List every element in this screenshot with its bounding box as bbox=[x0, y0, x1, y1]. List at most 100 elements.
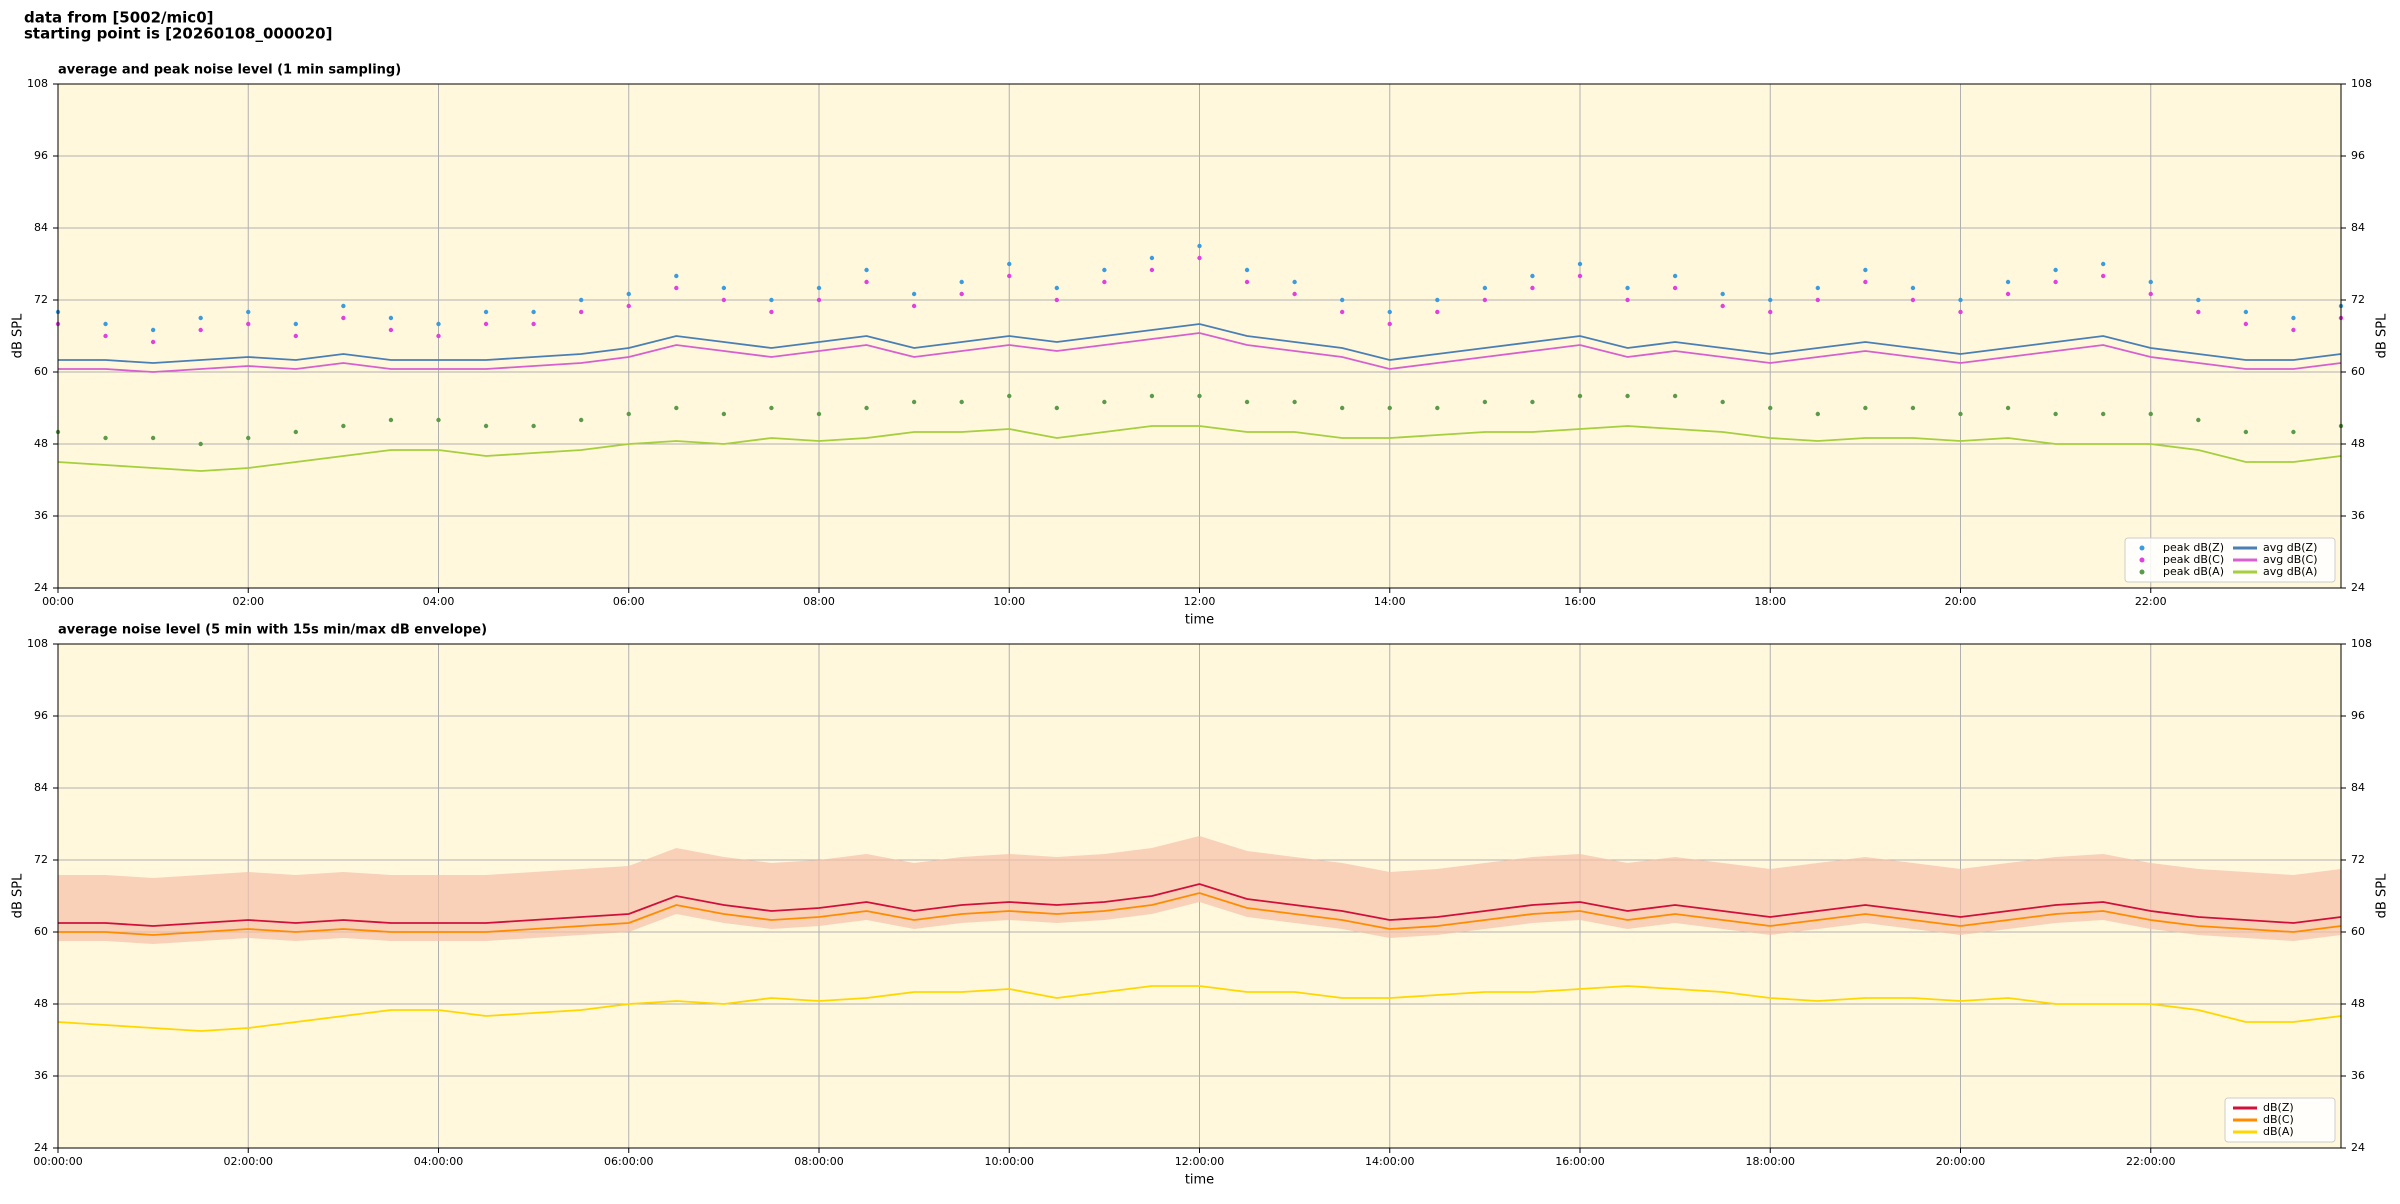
peak-point bbox=[246, 309, 251, 315]
peak-point bbox=[2196, 417, 2201, 423]
peak-point bbox=[1339, 297, 1345, 303]
y-tick-label: 24 bbox=[34, 581, 48, 594]
peak-point bbox=[293, 321, 299, 327]
peak-point bbox=[531, 309, 536, 315]
peak-point bbox=[1720, 291, 1725, 297]
x-tick-label: 18:00 bbox=[1754, 595, 1786, 608]
y-tick-label: 24 bbox=[34, 1141, 48, 1154]
y-tick-label: 96 bbox=[2351, 149, 2365, 162]
peak-point bbox=[769, 309, 774, 315]
x-tick-label: 10:00 bbox=[993, 595, 1025, 608]
y-tick-label: 72 bbox=[2351, 853, 2365, 866]
peak-point bbox=[2243, 309, 2249, 315]
peak-point bbox=[1815, 411, 1821, 417]
peak-point bbox=[1768, 297, 1773, 303]
peak-point bbox=[1625, 285, 1630, 291]
peak-point bbox=[1054, 285, 1060, 291]
peak-point bbox=[1244, 399, 1250, 405]
peak-point bbox=[1102, 279, 1107, 285]
peak-point bbox=[2148, 291, 2153, 297]
y-tick-label: 48 bbox=[34, 437, 48, 450]
peak-point bbox=[293, 333, 299, 339]
peak-point bbox=[388, 417, 394, 423]
y-tick-label: 24 bbox=[2351, 1141, 2365, 1154]
peak-point bbox=[959, 279, 964, 285]
peak-point bbox=[2291, 327, 2296, 333]
legend-label: avg dB(A) bbox=[2263, 565, 2317, 578]
x-tick-label: 10:00:00 bbox=[985, 1155, 1034, 1168]
peak-point bbox=[1530, 273, 1535, 279]
peak-point bbox=[626, 291, 631, 297]
peak-point bbox=[1197, 255, 1202, 261]
y-tick-label: 24 bbox=[2351, 581, 2365, 594]
peak-point bbox=[103, 435, 108, 441]
peak-point bbox=[1958, 411, 1963, 417]
peak-point bbox=[483, 423, 489, 429]
series-line bbox=[58, 323, 2342, 364]
x-tick-label: 20:00 bbox=[1945, 595, 1977, 608]
y-tick-label: 84 bbox=[2351, 221, 2365, 234]
peak-point bbox=[1863, 279, 1868, 285]
legend-label: peak dB(C) bbox=[2163, 553, 2224, 566]
peak-point bbox=[911, 291, 917, 297]
peak-point bbox=[531, 423, 536, 429]
peak-point bbox=[816, 285, 822, 291]
y-tick-label: 60 bbox=[2351, 925, 2365, 938]
y-tick-label: 108 bbox=[2351, 77, 2372, 90]
peak-point bbox=[1720, 303, 1725, 309]
peak-point bbox=[436, 321, 441, 327]
peak-point bbox=[1910, 405, 1916, 411]
legend-label: avg dB(C) bbox=[2263, 553, 2318, 566]
peak-point bbox=[578, 417, 584, 423]
peak-point bbox=[103, 321, 108, 327]
peak-point bbox=[1435, 405, 1440, 411]
legend-label: dB(C) bbox=[2263, 1113, 2294, 1126]
peak-point bbox=[1672, 285, 1678, 291]
peak-point bbox=[864, 267, 869, 273]
peak-point bbox=[816, 411, 822, 417]
peak-point bbox=[1054, 297, 1060, 303]
peak-point bbox=[483, 321, 489, 327]
peak-point bbox=[1007, 393, 1012, 399]
peak-point bbox=[2053, 279, 2058, 285]
x-tick-label: 02:00 bbox=[232, 595, 264, 608]
peak-point bbox=[2148, 279, 2153, 285]
y-tick-label: 108 bbox=[2351, 637, 2372, 650]
peak-point bbox=[721, 411, 727, 417]
x-axis-label: time bbox=[1185, 613, 1214, 628]
peak-point bbox=[150, 435, 156, 441]
peak-point bbox=[1292, 399, 1297, 405]
peak-point bbox=[1102, 399, 1107, 405]
y-tick-label: 108 bbox=[27, 77, 48, 90]
peak-point bbox=[436, 333, 441, 339]
peak-point bbox=[2053, 411, 2058, 417]
peak-point bbox=[1387, 321, 1392, 327]
peak-point bbox=[1292, 279, 1297, 285]
peak-point bbox=[1910, 285, 1916, 291]
peak-point bbox=[959, 291, 964, 297]
peak-point bbox=[1863, 405, 1868, 411]
peak-point bbox=[150, 327, 156, 333]
peak-point bbox=[388, 315, 394, 321]
plot-frame bbox=[57, 83, 2342, 589]
peak-point bbox=[1339, 309, 1345, 315]
legend-marker bbox=[2139, 557, 2145, 563]
legend-marker bbox=[2139, 545, 2145, 551]
peak-point bbox=[1958, 297, 1963, 303]
series-line bbox=[58, 892, 2342, 936]
peak-point bbox=[1482, 297, 1488, 303]
y-axis-label: dB SPL bbox=[11, 313, 26, 358]
peak-point bbox=[2005, 291, 2011, 297]
x-tick-label: 00:00:00 bbox=[33, 1155, 82, 1168]
y-tick-label: 84 bbox=[2351, 781, 2365, 794]
peak-point bbox=[911, 399, 917, 405]
peak-point bbox=[1339, 405, 1345, 411]
header-line: starting point is [20260108_000020] bbox=[24, 25, 332, 43]
peak-point bbox=[1149, 267, 1155, 273]
peak-point bbox=[1672, 393, 1678, 399]
peak-point bbox=[864, 405, 869, 411]
series-line bbox=[57, 985, 2342, 1032]
peak-point bbox=[1577, 261, 1583, 267]
x-tick-label: 06:00:00 bbox=[604, 1155, 653, 1168]
x-tick-label: 16:00:00 bbox=[1555, 1155, 1604, 1168]
